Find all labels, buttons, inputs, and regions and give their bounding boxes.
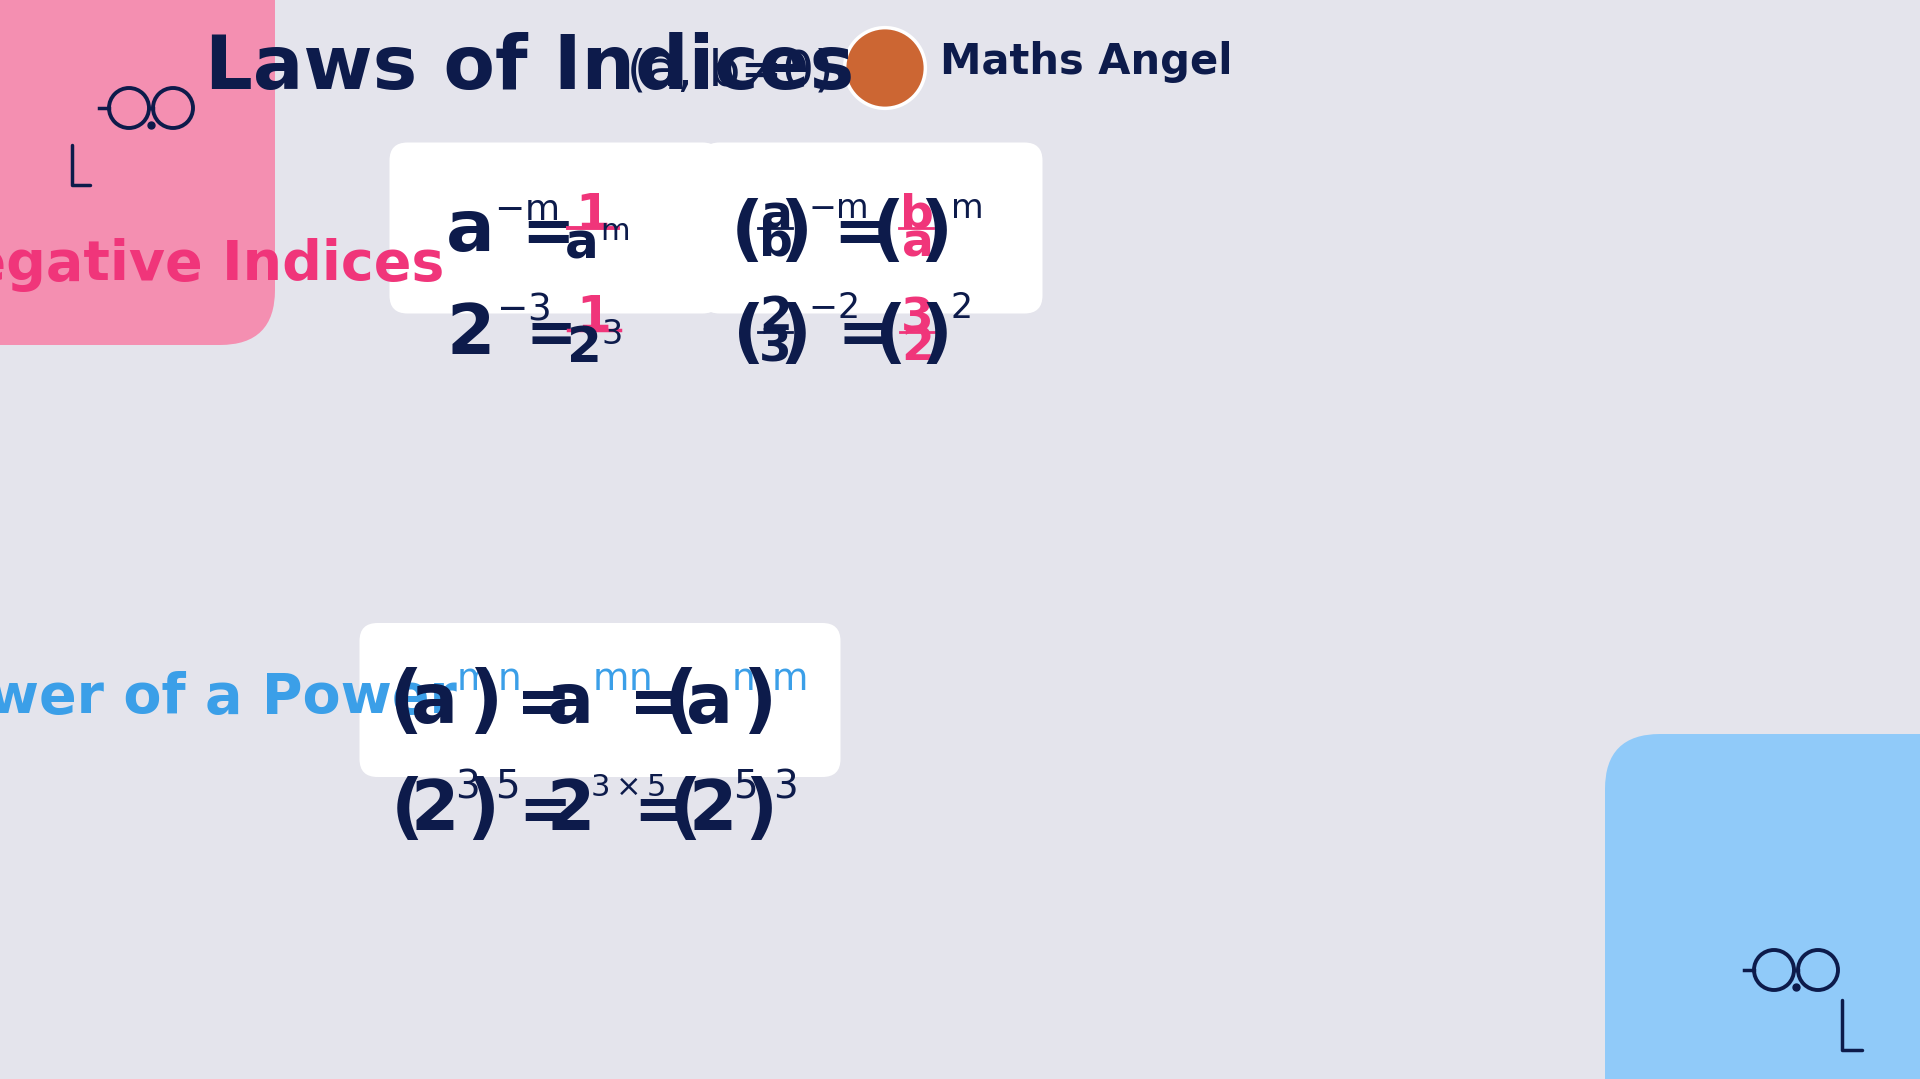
Text: $\mathbf{=}$: $\mathbf{=}$: [616, 670, 680, 736]
Text: $\mathbf{(}$: $\mathbf{(}$: [390, 776, 420, 845]
Circle shape: [845, 28, 925, 108]
Text: $\mathsf{3\times5}$: $\mathsf{3\times5}$: [589, 773, 666, 802]
Text: $\mathbf{(}$: $\mathbf{(}$: [732, 301, 760, 369]
Text: Maths Angel: Maths Angel: [941, 41, 1233, 83]
Text: $\mathsf{-2}$: $\mathsf{-2}$: [808, 291, 858, 325]
Text: $\mathsf{n}$: $\mathsf{n}$: [732, 663, 753, 698]
Text: $\mathbf{)}$: $\mathbf{)}$: [465, 776, 495, 845]
Text: Laws of Indices: Laws of Indices: [205, 31, 854, 105]
Text: $\mathbf{=}$: $\mathbf{=}$: [622, 779, 684, 841]
Text: $\mathsf{m}$: $\mathsf{m}$: [457, 663, 492, 698]
Text: $\mathbf{2}$: $\mathbf{2}$: [545, 777, 589, 844]
Text: $\mathbf{a}$: $\mathbf{a}$: [900, 220, 931, 265]
Text: $\mathbf{a}$: $\mathbf{a}$: [445, 197, 492, 267]
FancyBboxPatch shape: [390, 142, 720, 314]
Text: $\mathsf{3}$: $\mathsf{3}$: [774, 768, 797, 806]
Text: $\mathbf{)}$: $\mathbf{)}$: [918, 197, 947, 267]
Text: $\mathbf{a}$: $\mathbf{a}$: [685, 669, 730, 737]
Text: $\mathbf{a}$: $\mathbf{a}$: [564, 220, 595, 268]
Text: $\mathsf{m}$: $\mathsf{m}$: [950, 191, 981, 224]
Text: $\mathsf{mn}$: $\mathsf{mn}$: [591, 663, 651, 698]
Text: $\mathbf{a}$: $\mathbf{a}$: [411, 669, 453, 737]
FancyBboxPatch shape: [359, 623, 841, 777]
Text: $\mathsf{-m}$: $\mathsf{-m}$: [808, 191, 868, 224]
Text: $\mathbf{3}$: $\mathbf{3}$: [900, 296, 931, 341]
Text: $\mathbf{)}$: $\mathbf{)}$: [743, 776, 772, 845]
Text: $\mathbf{)}$: $\mathbf{)}$: [920, 301, 948, 369]
Text: $\mathbf{)}$: $\mathbf{)}$: [468, 667, 497, 739]
Text: $\mathbf{(}$: $\mathbf{(}$: [730, 197, 760, 267]
Text: $\mathbf{)}$: $\mathbf{)}$: [780, 197, 808, 267]
Text: $\mathbf{)}$: $\mathbf{)}$: [741, 667, 772, 739]
Text: $\mathbf{=}$: $\mathbf{=}$: [822, 201, 883, 263]
Text: $\mathbf{b}$: $\mathbf{b}$: [758, 220, 791, 265]
Text: $\mathsf{-m}$: $\mathsf{-m}$: [493, 193, 559, 227]
Text: $\mathbf{=}$: $\mathbf{=}$: [509, 201, 570, 263]
Text: $\mathsf{3}$: $\mathsf{3}$: [601, 318, 622, 352]
Text: $\mathbf{(}$: $\mathbf{(}$: [662, 667, 693, 739]
Text: Negative Indices: Negative Indices: [0, 238, 444, 292]
Text: $\mathsf{m}$: $\mathsf{m}$: [772, 663, 806, 698]
Text: $\mathbf{2}$: $\mathbf{2}$: [687, 777, 732, 844]
Text: $\mathbf{(}$: $\mathbf{(}$: [668, 776, 697, 845]
Text: $\mathbf{2}$: $\mathbf{2}$: [409, 777, 455, 844]
Text: $\mathbf{2}$: $\mathbf{2}$: [758, 296, 789, 341]
Text: $\mathbf{(}$: $\mathbf{(}$: [872, 197, 900, 267]
Text: $\mathsf{-3}$: $\mathsf{-3}$: [495, 292, 551, 328]
Text: $\mathbf{=}$: $\mathbf{=}$: [503, 670, 566, 736]
Text: $\mathbf{=}$: $\mathbf{=}$: [826, 305, 885, 365]
Text: $\mathsf{5}$: $\mathsf{5}$: [733, 768, 756, 806]
Text: $\mathbf{=}$: $\mathbf{=}$: [515, 305, 572, 365]
Text: $\mathbf{(}$: $\mathbf{(}$: [874, 301, 902, 369]
Text: $\mathsf{5}$: $\mathsf{5}$: [495, 768, 518, 806]
FancyBboxPatch shape: [701, 142, 1043, 314]
Text: $\mathbf{3}$: $\mathbf{3}$: [758, 326, 789, 370]
Text: $\mathbf{2}$: $\mathbf{2}$: [445, 301, 490, 369]
FancyBboxPatch shape: [0, 0, 275, 345]
Text: $\mathbf{1}$: $\mathbf{1}$: [576, 191, 609, 240]
Text: $\mathsf{m}$: $\mathsf{m}$: [599, 218, 630, 246]
Text: (a, b≠0): (a, b≠0): [626, 47, 833, 96]
Text: $\mathbf{2}$: $\mathbf{2}$: [900, 326, 931, 370]
Text: $\mathsf{n}$: $\mathsf{n}$: [497, 663, 520, 698]
Text: $\mathbf{b}$: $\mathbf{b}$: [899, 192, 933, 237]
Circle shape: [845, 28, 925, 108]
Text: $\mathsf{3}$: $\mathsf{3}$: [455, 768, 478, 806]
Text: $\mathbf{2}$: $\mathbf{2}$: [566, 324, 599, 372]
Text: $\mathbf{=}$: $\mathbf{=}$: [507, 779, 568, 841]
Text: $\mathbf{1}$: $\mathbf{1}$: [576, 293, 611, 341]
FancyBboxPatch shape: [1605, 734, 1920, 1079]
Text: $\mathsf{2}$: $\mathsf{2}$: [950, 291, 972, 325]
Text: $\mathbf{(}$: $\mathbf{(}$: [388, 667, 419, 739]
Text: $\mathbf{a}$: $\mathbf{a}$: [760, 192, 789, 237]
Text: $\mathbf{a}$: $\mathbf{a}$: [547, 669, 589, 737]
Text: Power of a Power: Power of a Power: [0, 671, 457, 725]
Text: $\mathbf{)}$: $\mathbf{)}$: [780, 301, 806, 369]
